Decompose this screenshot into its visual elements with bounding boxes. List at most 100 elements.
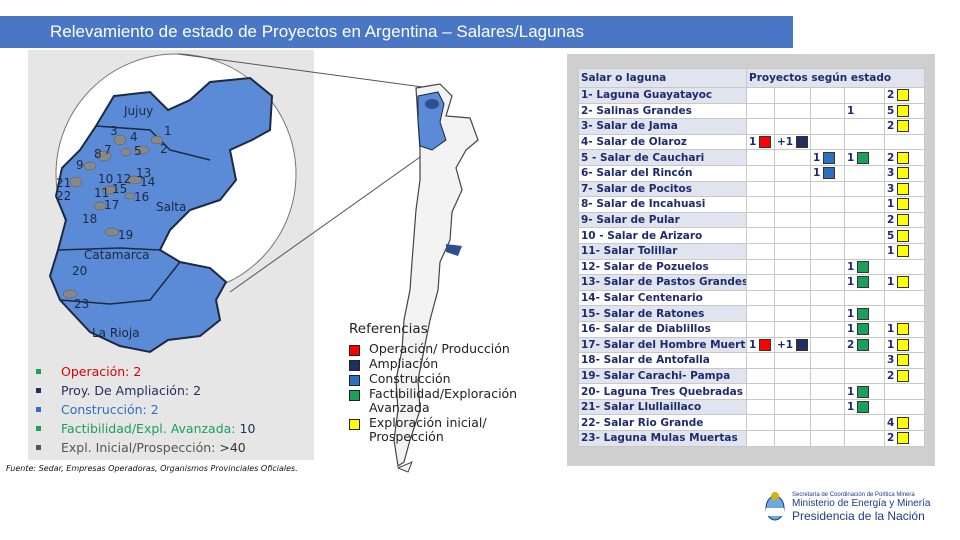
table-row: 22- Salar Rio Grande 4	[578, 414, 926, 432]
province-label-jujuy: Jujuy	[124, 104, 154, 118]
status-cell: +1	[774, 133, 811, 151]
status-swatch-icon	[857, 401, 870, 414]
status-cell	[810, 133, 845, 151]
status-cell	[844, 430, 885, 447]
zoom-connector-top	[177, 53, 431, 89]
status-cell	[883, 305, 926, 322]
status-cell: 1	[844, 383, 885, 400]
status-cell	[810, 227, 845, 244]
status-swatch-icon	[897, 432, 910, 445]
table-row: 13- Salar de Pastos Grandes 1 1	[578, 274, 926, 291]
reference-item-operacion: Operación/ Producción	[349, 342, 510, 356]
status-cell: 1	[746, 133, 775, 151]
status-cell	[810, 242, 845, 260]
point-label-2: 2	[160, 142, 168, 156]
status-swatch-icon	[897, 167, 910, 180]
status-cell: 2	[883, 430, 926, 447]
salt-flat-marker	[113, 134, 127, 146]
status-cell	[810, 196, 845, 213]
source-note: Fuente: Sedar, Empresas Operadoras, Orga…	[6, 464, 298, 473]
salt-flat-marker	[104, 227, 120, 237]
salt-flat-marker	[120, 147, 132, 157]
summary-value: 2	[150, 402, 159, 417]
point-label-23: 23	[74, 297, 90, 311]
bullet-icon	[36, 369, 41, 374]
status-cell: 2	[883, 211, 926, 229]
status-cell: 2	[844, 336, 885, 354]
status-cell	[746, 102, 775, 120]
status-count: 2	[887, 89, 895, 102]
summary-item-operacion: Operación: 2	[36, 362, 255, 381]
status-cell	[810, 414, 845, 432]
province-label-catamarca: Catamarca	[84, 248, 150, 262]
status-cell	[883, 383, 926, 400]
table-row: 11- Salar Tolillar 1	[578, 242, 926, 260]
summary-label: Construcción:	[61, 402, 147, 417]
status-cell: 2	[883, 118, 926, 135]
salar-name: 15- Salar de Ratones	[578, 305, 747, 322]
point-label-5: 5	[134, 144, 142, 158]
status-cell	[774, 352, 811, 369]
table-row: 6- Salar del Rincón 1 3	[578, 164, 926, 182]
status-cell	[810, 274, 845, 291]
status-cell: 3	[883, 352, 926, 369]
status-cell	[746, 367, 775, 385]
status-count: 1	[847, 151, 855, 164]
status-swatch-icon	[897, 89, 910, 102]
summary-value: 2	[193, 383, 202, 398]
status-count: 4	[887, 416, 895, 429]
swatch-yellow-icon	[349, 419, 360, 430]
status-cell: 1	[810, 164, 845, 182]
reference-label: Construcción	[369, 371, 451, 386]
status-cell	[883, 133, 926, 151]
status-swatch-icon	[897, 214, 910, 227]
status-count: 1	[847, 323, 855, 336]
point-label-7: 7	[104, 143, 112, 157]
salt-flat-markers	[62, 134, 164, 299]
status-cell	[746, 383, 775, 400]
status-count: 3	[887, 182, 895, 195]
status-cell: 2	[883, 149, 926, 166]
status-cell: 1	[844, 102, 885, 120]
status-cell	[774, 87, 811, 104]
summary-item-factibilidad: Factibilidad/Expl. Avanzada: 10	[36, 419, 255, 438]
status-cell	[746, 87, 775, 104]
status-cell: 1	[844, 320, 885, 338]
reference-item-factibilidad: Factibilidad/Exploración Avanzada	[349, 387, 539, 415]
salar-name: 8- Salar de Incahuasi	[578, 196, 747, 213]
argentina-outline	[393, 83, 479, 468]
status-swatch-icon	[857, 307, 870, 320]
status-swatch-icon	[897, 338, 910, 351]
table-row: 3- Salar de Jama 2	[578, 118, 926, 135]
status-cell	[774, 367, 811, 385]
provinces-shape	[48, 76, 274, 354]
table-row: 8- Salar de Incahuasi 1	[578, 196, 926, 213]
status-cell	[774, 118, 811, 135]
table-row: 9- Salar de Pular 2	[578, 211, 926, 229]
table-row: 12- Salar de Pozuelos 1	[578, 258, 926, 276]
status-cell	[774, 102, 811, 120]
salar-name: 19- Salar Carachi- Pampa	[578, 367, 747, 385]
salt-flat-marker	[96, 150, 112, 162]
salar-name: 1- Laguna Guayatayoc	[578, 87, 747, 104]
status-cell	[810, 289, 845, 307]
status-swatch-icon	[759, 338, 772, 351]
salar-name: 11- Salar Tolillar	[578, 242, 747, 260]
summary-label: Proy. De Ampliación:	[61, 383, 190, 398]
table-row: 14- Salar Centenario	[578, 289, 926, 307]
status-count: 1	[847, 307, 855, 320]
point-label-17: 17	[104, 198, 120, 212]
point-label-21: 21	[56, 176, 72, 190]
status-cell	[746, 227, 775, 244]
bullet-icon	[36, 388, 41, 393]
reference-item-ampliacion: Ampliación	[349, 357, 438, 371]
status-cell	[774, 180, 811, 198]
bullet-icon	[36, 407, 41, 412]
status-swatch-icon	[897, 416, 910, 429]
status-count: 1	[887, 198, 895, 211]
status-cell: 4	[883, 414, 926, 432]
status-swatch-icon	[759, 136, 772, 149]
status-cell	[844, 87, 885, 104]
status-cell	[883, 289, 926, 307]
status-count: 2	[887, 151, 895, 164]
